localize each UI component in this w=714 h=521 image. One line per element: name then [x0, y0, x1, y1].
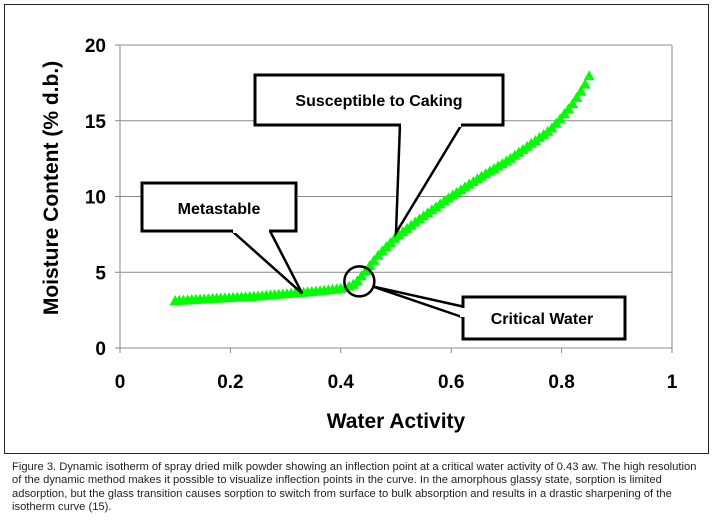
data-point [356, 270, 367, 281]
figure-caption: Figure 3. Dynamic isotherm of spray drie… [12, 461, 697, 514]
metastable-pointer [231, 230, 304, 295]
caking-label: Susceptible to Caking [295, 93, 462, 110]
data-point [563, 103, 574, 114]
data-point [579, 78, 591, 89]
isotherm-chart: 0 5 10 15 20 0 0.2 0.4 0.6 0.8 1 Metastable Suscept… [40, 36, 678, 433]
metastable-callout [140, 181, 298, 233]
y-tick-label: 15 [85, 112, 107, 133]
figure-frame [4, 4, 709, 454]
data-point [558, 108, 570, 119]
y-axis-label: Moisture Content (% d.b.) [40, 61, 63, 315]
critical-water-label: Critical Water [491, 311, 594, 328]
y-tick-label: 5 [95, 263, 106, 284]
y-tick-label: 20 [85, 36, 106, 57]
y-tick-label: 10 [85, 188, 106, 209]
x-tick-label: 1 [667, 372, 678, 393]
x-tick-label: 0.6 [438, 372, 464, 393]
x-tick-label: 0.2 [217, 372, 243, 393]
data-point [360, 265, 372, 276]
x-tick-label: 0 [115, 372, 126, 393]
x-tick-label: 0.4 [328, 372, 355, 393]
data-point [575, 85, 587, 96]
pointer-gap [401, 120, 461, 127]
pointer-gap [233, 226, 269, 233]
pointer-gap [460, 308, 467, 317]
critical-water-circle [343, 265, 376, 298]
x-tick-label: 0.8 [548, 372, 574, 393]
y-tick-label: 0 [95, 339, 106, 360]
data-point [583, 70, 595, 81]
critical-water-pointer [371, 285, 466, 320]
critical-water-callout [461, 295, 627, 341]
data-point [351, 275, 363, 286]
data-point [368, 254, 380, 265]
metastable-label: Metastable [178, 201, 261, 218]
x-axis-label: Water Activity [327, 410, 466, 433]
data-point [571, 91, 583, 102]
caking-callout [253, 73, 505, 127]
caking-pointer [394, 123, 464, 238]
data-point [567, 98, 579, 109]
